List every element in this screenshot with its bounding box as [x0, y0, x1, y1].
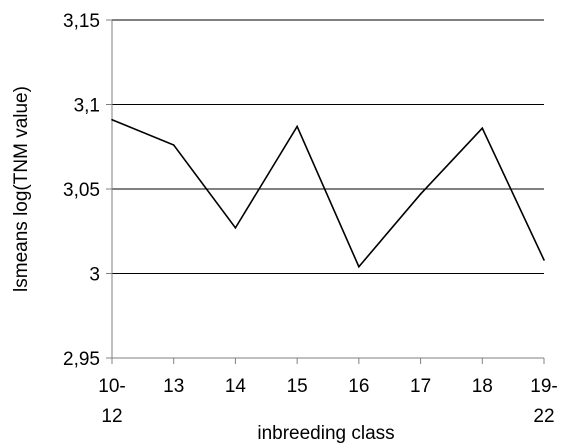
y-tick-label: 3,1 — [74, 96, 100, 117]
x-tick-label-line: 13 — [163, 376, 184, 397]
x-tick-label-line: 10- — [98, 376, 125, 397]
x-tick-label-line: 16 — [348, 376, 369, 397]
x-tick-label: 16 — [348, 376, 369, 397]
y-tick-label: 3,15 — [63, 11, 100, 32]
data-point — [358, 265, 360, 268]
x-tick-label-line: 17 — [410, 376, 431, 397]
series-layer — [111, 118, 545, 269]
x-tick-label-line: 15 — [287, 376, 308, 397]
x-axis-title: inbreeding class — [257, 423, 394, 444]
series-line — [111, 118, 545, 269]
data-point — [419, 193, 422, 195]
x-tick-label-line: 18 — [472, 376, 493, 397]
y-tick-labels: 2,95 3 3,05 3,1 3,15 — [63, 11, 100, 370]
x-tick-label-line: 14 — [225, 376, 247, 397]
y-tick-label: 2,95 — [63, 349, 100, 370]
x-tick-label: 19-22 — [530, 376, 557, 427]
y-tick-label: 3 — [89, 265, 100, 286]
data-point — [172, 144, 175, 146]
axes — [106, 19, 545, 364]
y-tick-label: 3,05 — [63, 180, 100, 201]
data-point — [111, 118, 113, 121]
x-tick-label-line: 19- — [530, 376, 557, 397]
data-point — [543, 259, 545, 261]
x-tick-label: 13 — [163, 376, 184, 397]
x-tick-label: 15 — [287, 376, 308, 397]
x-tick-label-line: 12 — [101, 406, 122, 427]
x-tick-label: 17 — [410, 376, 431, 397]
y-axis-title: lsmeans log(TNM value) — [11, 86, 32, 292]
data-point — [234, 227, 237, 229]
gridlines — [112, 19, 544, 274]
data-point — [481, 127, 484, 129]
data-point — [296, 125, 298, 128]
x-tick-label: 10-12 — [98, 376, 125, 427]
x-tick-label: 14 — [225, 376, 247, 397]
x-tick-label: 18 — [472, 376, 493, 397]
x-tick-label-line: 22 — [533, 406, 554, 427]
